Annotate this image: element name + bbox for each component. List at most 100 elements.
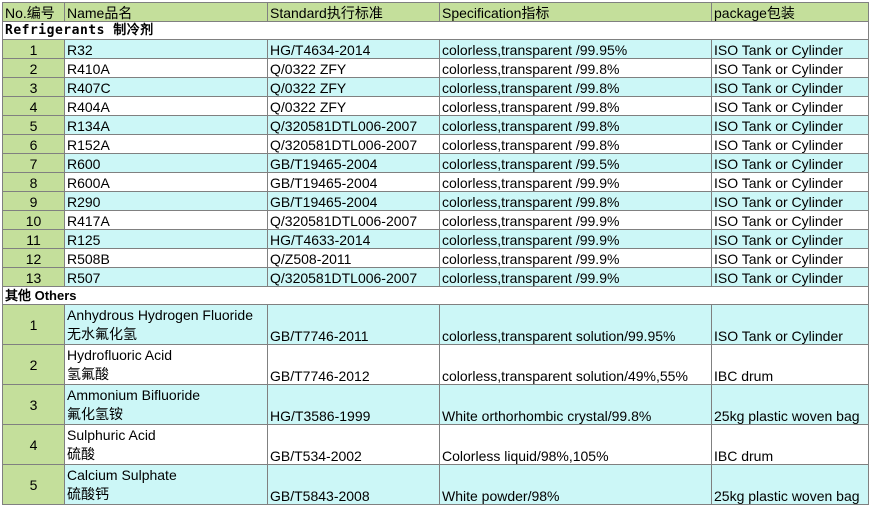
specification: colorless,transparent /99.8% — [439, 58, 712, 78]
standard-code: HG/T4633-2014 — [267, 229, 440, 249]
header-package: package包装 — [711, 2, 869, 22]
table-row: 1 Anhydrous Hydrogen Fluoride 无水氟化氢 GB/T774… — [2, 304, 869, 345]
section-title-refrigerants: Refrigerants 制冷剂 — [2, 21, 869, 40]
table-row: 10 R417A Q/320581DTL006-2007 colorless,tran… — [2, 210, 869, 230]
specification: colorless,transparent /99.5% — [439, 153, 712, 173]
product-name: Sulphuric Acid 硫酸 — [64, 424, 268, 465]
product-name: R508B — [64, 248, 268, 268]
table-row: 1 R32 HG/T4634-2014 colorless,transparent /… — [2, 39, 869, 59]
table-row: 12 R508B Q/Z508-2011 colorless,transparent … — [2, 248, 869, 268]
standard-code: GB/T534-2002 — [267, 424, 440, 465]
table-row: 3 R407C Q/0322 ZFY colorless,transparent /9… — [2, 77, 869, 97]
package-type: ISO Tank or Cylinder — [711, 248, 869, 268]
row-number: 2 — [2, 344, 65, 385]
header-standard: Standard执行标准 — [267, 2, 440, 22]
package-type: IBC drum — [711, 344, 869, 385]
standard-code: Q/320581DTL006-2007 — [267, 115, 440, 135]
product-name: R404A — [64, 96, 268, 116]
specification: Colorless liquid/98%,105% — [439, 424, 712, 465]
product-name: Ammonium Bifluoride 氟化氢铵 — [64, 384, 268, 425]
specification: colorless,transparent /99.8% — [439, 96, 712, 116]
standard-code: GB/T5843-2008 — [267, 464, 440, 505]
row-number: 5 — [2, 464, 65, 505]
row-number: 12 — [2, 248, 65, 268]
specification: colorless,transparent /99.9% — [439, 172, 712, 192]
product-name: R600A — [64, 172, 268, 192]
standard-code: GB/T19465-2004 — [267, 191, 440, 211]
product-name: R410A — [64, 58, 268, 78]
package-type: ISO Tank or Cylinder — [711, 39, 869, 59]
package-type: ISO Tank or Cylinder — [711, 172, 869, 192]
product-name: Anhydrous Hydrogen Fluoride 无水氟化氢 — [64, 304, 268, 345]
product-name: R407C — [64, 77, 268, 97]
product-name: R134A — [64, 115, 268, 135]
header-no: No.编号 — [2, 2, 65, 22]
specification: colorless,transparent /99.8% — [439, 134, 712, 154]
table-row: 6 R152A Q/320581DTL006-2007 colorless,trans… — [2, 134, 869, 154]
package-type: IBC drum — [711, 424, 869, 465]
section-title-others: 其他 Others — [2, 286, 869, 305]
row-number: 3 — [2, 77, 65, 97]
header-name: Name品名 — [64, 2, 268, 22]
standard-code: HG/T3586-1999 — [267, 384, 440, 425]
row-number: 13 — [2, 267, 65, 287]
specification: White powder/98% — [439, 464, 712, 505]
header-row: No.编号 Name品名 Standard执行标准 Specification指… — [2, 2, 869, 22]
package-type: ISO Tank or Cylinder — [711, 96, 869, 116]
product-name-zh: 硫酸钙 — [67, 486, 109, 502]
table-row: 5 Calcium Sulphate 硫酸钙 GB/T5843-2008 White p… — [2, 464, 869, 505]
standard-code: Q/0322 ZFY — [267, 58, 440, 78]
row-number: 4 — [2, 424, 65, 465]
row-number: 1 — [2, 39, 65, 59]
product-name-zh: 无水氟化氢 — [67, 326, 137, 342]
row-number: 7 — [2, 153, 65, 173]
product-name: R125 — [64, 229, 268, 249]
product-name-en: Anhydrous Hydrogen Fluoride — [67, 307, 253, 323]
row-number: 9 — [2, 191, 65, 211]
specification: colorless,transparent solution/49%,55% — [439, 344, 712, 385]
specification: White orthorhombic crystal/99.8% — [439, 384, 712, 425]
package-type: ISO Tank or Cylinder — [711, 58, 869, 78]
standard-code: GB/T19465-2004 — [267, 153, 440, 173]
standard-code: GB/T7746-2012 — [267, 344, 440, 385]
standard-code: Q/320581DTL006-2007 — [267, 267, 440, 287]
specification: colorless,transparent /99.9% — [439, 248, 712, 268]
product-name: R600 — [64, 153, 268, 173]
row-number: 3 — [2, 384, 65, 425]
standard-code: GB/T7746-2011 — [267, 304, 440, 345]
package-type: ISO Tank or Cylinder — [711, 134, 869, 154]
specification: colorless,transparent /99.8% — [439, 77, 712, 97]
standard-code: Q/0322 ZFY — [267, 96, 440, 116]
product-name-en: Hydrofluoric Acid — [67, 347, 173, 363]
product-name-zh: 硫酸 — [67, 446, 95, 462]
product-name-en: Calcium Sulphate — [67, 467, 177, 483]
standard-code: Q/0322 ZFY — [267, 77, 440, 97]
specification: colorless,transparent solution/99.95% — [439, 304, 712, 345]
package-type: ISO Tank or Cylinder — [711, 153, 869, 173]
product-name: R417A — [64, 210, 268, 230]
product-name: Calcium Sulphate 硫酸钙 — [64, 464, 268, 505]
row-number: 10 — [2, 210, 65, 230]
package-type: ISO Tank or Cylinder — [711, 115, 869, 135]
package-type: ISO Tank or Cylinder — [711, 191, 869, 211]
table-row: 8 R600A GB/T19465-2004 colorless,transparen… — [2, 172, 869, 192]
table-row: 13 R507 Q/320581DTL006-2007 colorless,trans… — [2, 267, 869, 287]
package-type: ISO Tank or Cylinder — [711, 304, 869, 345]
specification: colorless,transparent /99.9% — [439, 210, 712, 230]
row-number: 4 — [2, 96, 65, 116]
table-row: 7 R600 GB/T19465-2004 colorless,transparent… — [2, 153, 869, 173]
specification: colorless,transparent /99.9% — [439, 267, 712, 287]
package-type: 25kg plastic woven bag — [711, 464, 869, 505]
product-name-zh: 氟化氢铵 — [67, 406, 123, 422]
table-row: 9 R290 GB/T19465-2004 colorless,transparent… — [2, 191, 869, 211]
section-row-refrigerants: Refrigerants 制冷剂 — [2, 21, 869, 40]
table-row: 4 Sulphuric Acid 硫酸 GB/T534-2002 Colorless l… — [2, 424, 869, 465]
specification: colorless,transparent /99.95% — [439, 39, 712, 59]
table-row: 4 R404A Q/0322 ZFY colorless,transparent /9… — [2, 96, 869, 116]
table-row: 2 Hydrofluoric Acid 氢氟酸 GB/T7746-2012 colorl… — [2, 344, 869, 385]
row-number: 5 — [2, 115, 65, 135]
product-name: R290 — [64, 191, 268, 211]
row-number: 11 — [2, 229, 65, 249]
row-number: 2 — [2, 58, 65, 78]
